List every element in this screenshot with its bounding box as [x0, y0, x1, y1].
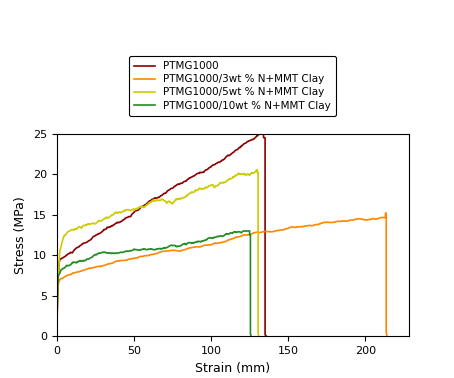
X-axis label: Strain (mm): Strain (mm) [195, 362, 270, 375]
Y-axis label: Stress (MPa): Stress (MPa) [15, 196, 27, 274]
Legend: PTMG1000, PTMG1000/3wt % N+MMT Clay, PTMG1000/5wt % N+MMT Clay, PTMG1000/10wt % : PTMG1000, PTMG1000/3wt % N+MMT Clay, PTM… [129, 56, 336, 116]
